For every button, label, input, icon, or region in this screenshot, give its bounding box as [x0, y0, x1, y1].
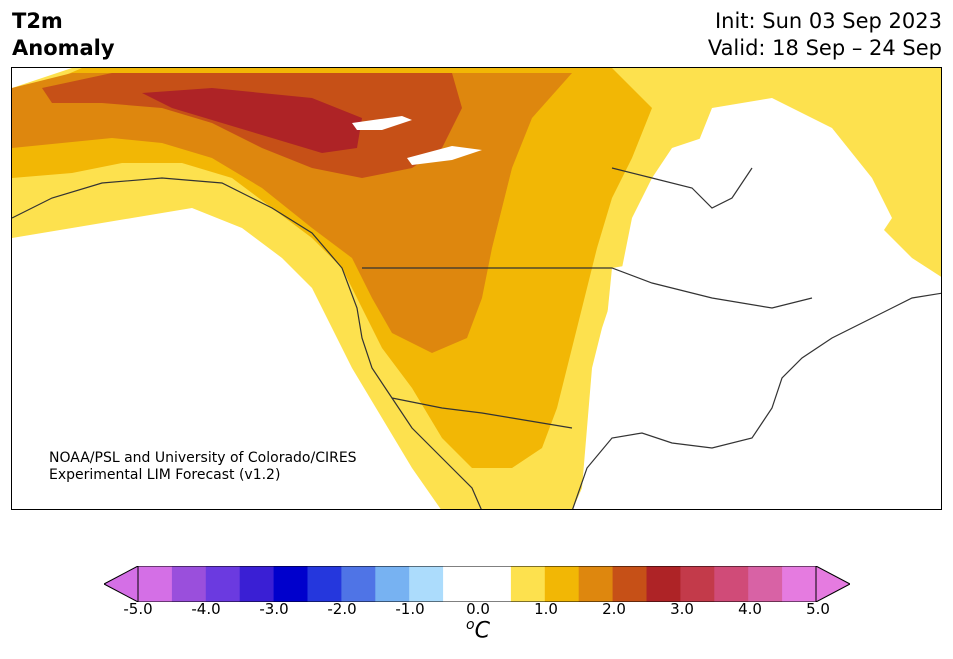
- colorbar-unit: oC: [466, 617, 490, 643]
- colorbar-tick: 5.0: [806, 600, 830, 618]
- init-date: Init: Sun 03 Sep 2023: [714, 9, 942, 33]
- colorbar-cell: [782, 566, 817, 602]
- colorbar-cell: [748, 566, 783, 602]
- unit-letter: C: [474, 618, 490, 644]
- anomaly-map: [11, 67, 942, 510]
- date-info: Init: Sun 03 Sep 2023 Valid: 18 Sep – 24…: [708, 8, 942, 62]
- title-line-2: Anomaly: [12, 36, 115, 60]
- coastline-gulf: [572, 292, 941, 509]
- colorbar-tick: 0.0: [466, 600, 490, 618]
- map-graphic: [12, 68, 941, 509]
- colorbar-extend-max: [815, 566, 850, 602]
- credit-line-1: NOAA/PSL and University of Colorado/CIRE…: [49, 450, 357, 466]
- neutral-region-ne: [692, 98, 892, 258]
- colorbar-cell: [544, 566, 580, 602]
- colorbar-cell: [680, 566, 715, 602]
- colorbar-ticks: -5.0 -4.0 -3.0 -2.0 -1.0 0.0 1.0 2.0 3.0…: [0, 600, 953, 620]
- colorbar-tick: 4.0: [738, 600, 762, 618]
- colorbar: [104, 566, 850, 602]
- unit-degree: o: [466, 617, 475, 633]
- credit-line-2: Experimental LIM Forecast (v1.2): [49, 467, 281, 483]
- colorbar-tick: -4.0: [191, 600, 221, 618]
- anomaly-region-3c: [142, 88, 362, 153]
- border-us-canada: [362, 267, 813, 309]
- title-line-1: T2m: [12, 9, 63, 33]
- colorbar-cell: [477, 566, 512, 602]
- credit-text: NOAA/PSL and University of Colorado/CIRE…: [49, 450, 357, 484]
- colorbar-cell: [714, 566, 749, 602]
- coastline-north: [611, 167, 753, 209]
- colorbar-tick: -1.0: [395, 600, 425, 618]
- colorbar-tick: -2.0: [327, 600, 357, 618]
- colorbar-tick: 1.0: [534, 600, 558, 618]
- colorbar-tick: -3.0: [259, 600, 289, 618]
- colorbar-cell: [341, 566, 376, 602]
- colorbar-cell: [443, 566, 478, 602]
- coastline-west: [12, 177, 482, 509]
- valid-date: Valid: 18 Sep – 24 Sep: [707, 36, 942, 60]
- colorbar-cell: [375, 566, 410, 602]
- colorbar-tick: 3.0: [670, 600, 694, 618]
- colorbar-extend-min: [104, 566, 139, 602]
- colorbar-cell: [205, 566, 241, 602]
- colorbar-cell: [307, 566, 342, 602]
- colorbar-cell: [409, 566, 444, 602]
- colorbar-cell: [612, 566, 647, 602]
- lake-2: [407, 146, 482, 165]
- border-us-mexico: [391, 397, 573, 429]
- colorbar-tick: -5.0: [123, 600, 153, 618]
- colorbar-cell: [578, 566, 614, 602]
- colorbar-tick: 2.0: [602, 600, 626, 618]
- colorbar-cell: [510, 566, 546, 602]
- map-title: T2m Anomaly: [12, 8, 115, 62]
- colorbar-cell: [646, 566, 681, 602]
- lake-1: [352, 116, 412, 130]
- colorbar-cell: [273, 566, 308, 602]
- colorbar-cell: [171, 566, 207, 602]
- colorbar-cell: [239, 566, 275, 602]
- neutral-region-se: [582, 258, 941, 509]
- colorbar-cell: [138, 566, 173, 602]
